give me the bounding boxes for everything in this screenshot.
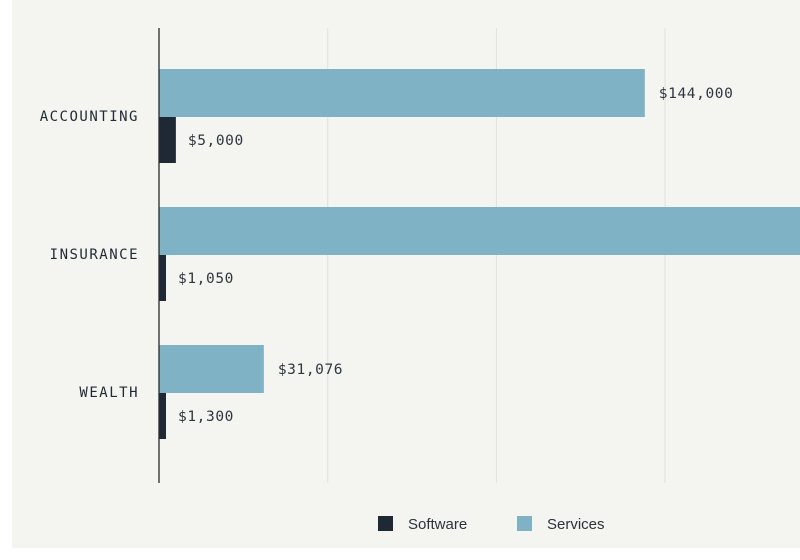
category-label-wealth: WEALTH xyxy=(79,385,139,401)
bar-chart: $144,000 $5,000 ACCOUNTING $1,050 INSURANCE $… xyxy=(40,28,800,533)
chart-panel: $144,000 $5,000 ACCOUNTING $1,050 INSURANCE $… xyxy=(12,0,800,548)
category-label-insurance: INSURANCE xyxy=(50,247,139,263)
software-bar-insurance xyxy=(159,255,166,301)
services-bar-accounting xyxy=(159,69,645,117)
software-value-label-insurance: $1,050 xyxy=(178,271,234,287)
category-label-accounting: ACCOUNTING xyxy=(40,109,139,125)
software-bar-accounting xyxy=(159,117,176,163)
legend-label-software: Software xyxy=(408,516,467,533)
services-bar-wealth xyxy=(159,345,264,393)
legend-label-services: Services xyxy=(547,516,605,533)
legend-swatch-software xyxy=(378,516,393,531)
software-value-label-wealth: $1,300 xyxy=(178,409,234,425)
software-value-label-accounting: $5,000 xyxy=(188,133,244,149)
legend-swatch-services xyxy=(517,516,532,531)
services-value-label-accounting: $144,000 xyxy=(659,86,734,102)
software-bar-wealth xyxy=(159,393,166,439)
services-value-label-wealth: $31,076 xyxy=(278,362,343,378)
services-bar-insurance xyxy=(159,207,800,255)
